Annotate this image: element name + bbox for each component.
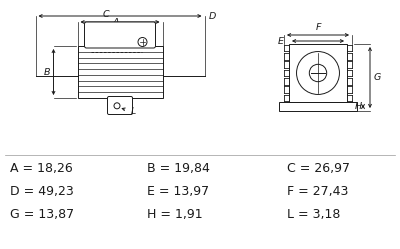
Text: H = 1,91: H = 1,91 [147,208,203,221]
Text: F: F [315,23,321,32]
Text: C: C [103,10,109,19]
Text: A: A [113,18,119,27]
Text: E: E [278,37,284,46]
Circle shape [138,38,147,47]
Text: A = 18,26: A = 18,26 [10,162,73,175]
Text: F = 27,43: F = 27,43 [287,185,348,198]
Circle shape [114,103,120,109]
Circle shape [296,52,340,94]
Bar [289,44,347,102]
Bar [279,102,357,111]
Text: E = 13,97: E = 13,97 [147,185,209,198]
FancyBboxPatch shape [84,22,156,48]
Text: D = 49,23: D = 49,23 [10,185,74,198]
Text: G: G [374,73,381,82]
Bar [78,46,162,98]
Text: L = 3,18: L = 3,18 [287,208,340,221]
Text: G = 13,87: G = 13,87 [10,208,74,221]
Text: C = 26,97: C = 26,97 [287,162,350,175]
Text: B = 19,84: B = 19,84 [147,162,210,175]
Text: B: B [44,67,51,76]
Circle shape [309,64,327,82]
Text: D: D [208,11,216,20]
Text: L: L [131,107,136,116]
FancyBboxPatch shape [108,97,132,115]
Text: H: H [355,102,362,111]
